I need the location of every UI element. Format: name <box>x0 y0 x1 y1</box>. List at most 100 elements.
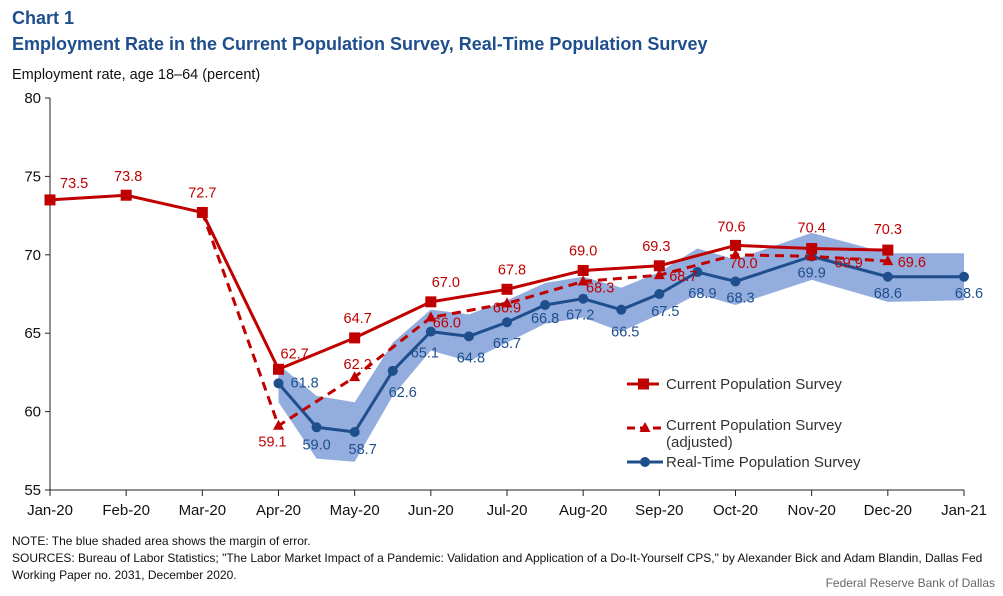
cps-point <box>44 194 56 206</box>
cps-adjusted-point <box>882 255 894 266</box>
rps-point <box>882 271 893 282</box>
cps-point <box>501 283 513 295</box>
y-tick-label: 80 <box>24 90 41 107</box>
cps-data-label: 69.3 <box>642 239 670 255</box>
rps-data-label: 61.8 <box>291 375 319 391</box>
rps-data-label: 64.8 <box>457 350 485 366</box>
x-tick-label: Nov-20 <box>787 502 835 519</box>
x-tick-label: Jan-20 <box>27 502 73 519</box>
rps-data-label: 68.6 <box>874 286 902 302</box>
credit-text: Federal Reserve Bank of Dallas <box>825 576 995 590</box>
footnote: NOTE: The blue shaded area shows the mar… <box>12 533 997 584</box>
cps-adjusted-point <box>425 311 437 322</box>
cps-point <box>349 332 361 344</box>
cps-adjusted-data-label: 68.7 <box>669 269 697 285</box>
rps-data-label: 65.1 <box>411 346 439 362</box>
cps-adjusted-data-label: 59.1 <box>258 435 286 451</box>
cps-data-label: 73.5 <box>60 176 88 192</box>
rps-data-label: 68.6 <box>955 286 983 302</box>
cps-point <box>120 189 132 201</box>
x-tick-label: Mar-20 <box>179 502 227 519</box>
legend-cps-marker <box>638 378 649 390</box>
rps-data-label: 66.5 <box>611 325 639 341</box>
rps-point <box>692 267 703 278</box>
rps-point <box>425 326 436 337</box>
rps-line <box>277 254 964 434</box>
cps-point <box>196 206 208 218</box>
cps-adjusted-data-label: 68.3 <box>586 280 614 296</box>
x-tick-label: Apr-20 <box>256 502 301 519</box>
sources-text: SOURCES: Bureau of Labor Statistics; "Th… <box>12 551 983 582</box>
cps-point <box>577 264 589 276</box>
rps-point <box>540 299 551 310</box>
cps-data-label: 64.7 <box>344 311 372 327</box>
cps-adjusted-point <box>730 248 741 259</box>
y-tick-label: 65 <box>24 325 41 342</box>
rps-point <box>349 426 360 437</box>
cps-point <box>273 363 284 375</box>
legend-rps-label: Real-Time Population Survey <box>666 454 861 471</box>
rps-point <box>273 378 284 389</box>
cps-data-label: 69.0 <box>569 243 597 259</box>
cps-point <box>653 260 665 272</box>
cps-adjusted-point <box>273 419 284 430</box>
x-tick-label: May-20 <box>330 502 380 519</box>
cps-data-label: 70.3 <box>874 222 902 238</box>
rps-point <box>654 289 665 299</box>
x-tick-label: Dec-20 <box>864 502 912 519</box>
rps-point <box>502 317 512 328</box>
x-tick-label: Oct-20 <box>713 502 758 519</box>
rps-point <box>578 293 589 304</box>
legend-cps-adjusted-label: Current Population Survey <box>666 417 842 434</box>
rps-data-label: 58.7 <box>349 442 377 458</box>
cps-point <box>806 243 818 255</box>
chart-number: Chart 1 <box>12 8 75 28</box>
y-tick-label: 60 <box>24 404 41 421</box>
cps-line <box>49 193 888 371</box>
cps-data-label: 72.7 <box>188 185 216 201</box>
rps-data-label: 65.7 <box>493 336 521 352</box>
rps-point <box>730 276 741 287</box>
x-tick-label: Jan-21 <box>941 502 987 519</box>
y-tick-label: 70 <box>24 247 41 264</box>
cps-adjusted-data-label: 66.0 <box>433 316 461 332</box>
rps-data-label: 68.9 <box>688 286 716 302</box>
cps-adjusted-data-label: 69.9 <box>835 255 863 271</box>
cps-adjusted-point <box>501 297 513 308</box>
legend-rps-marker <box>640 457 650 467</box>
rps-data-label: 68.3 <box>726 290 754 306</box>
rps-data-label: 67.2 <box>566 308 594 324</box>
x-tick-label: Jul-20 <box>487 502 528 519</box>
cps-point <box>730 239 741 251</box>
cps-adjusted-point <box>653 269 665 280</box>
cps-adjusted-data-label: 69.6 <box>898 255 926 271</box>
cps-adjusted-point <box>806 250 818 261</box>
rps-data-label: 59.0 <box>302 437 330 453</box>
chart-title: Employment Rate in the Current Populatio… <box>12 34 708 54</box>
rps-point <box>387 365 398 376</box>
note-text: NOTE: The blue shaded area shows the mar… <box>12 534 311 548</box>
x-tick-label: Jun-20 <box>408 502 454 519</box>
rps-data-label: 69.9 <box>798 265 826 281</box>
legend-cps-adjusted-marker <box>639 422 651 432</box>
cps-data-label: 67.0 <box>432 275 460 291</box>
cps-adjusted-point <box>577 275 589 286</box>
legend-cps-adjusted-label-line2: (adjusted) <box>666 434 733 451</box>
rps-point <box>959 271 969 282</box>
cps-data-label: 70.6 <box>717 219 745 235</box>
cps-adjusted-data-label: 70.0 <box>729 256 757 272</box>
rps-point <box>616 304 627 315</box>
cps-data-label: 73.8 <box>114 169 142 185</box>
cps-adjusted-data-label: 66.9 <box>493 300 521 316</box>
cps-point <box>882 244 894 256</box>
x-tick-label: Sep-20 <box>635 502 683 519</box>
cps-adjusted-point <box>349 371 361 382</box>
cps-data-label: 62.7 <box>281 346 309 362</box>
cps-point <box>425 296 437 308</box>
cps-adjusted-data-label: 62.2 <box>344 357 372 373</box>
cps-adjusted-line <box>200 211 888 428</box>
rps-point <box>463 331 474 342</box>
x-tick-label: Aug-20 <box>559 502 607 519</box>
rps-point <box>311 422 322 433</box>
